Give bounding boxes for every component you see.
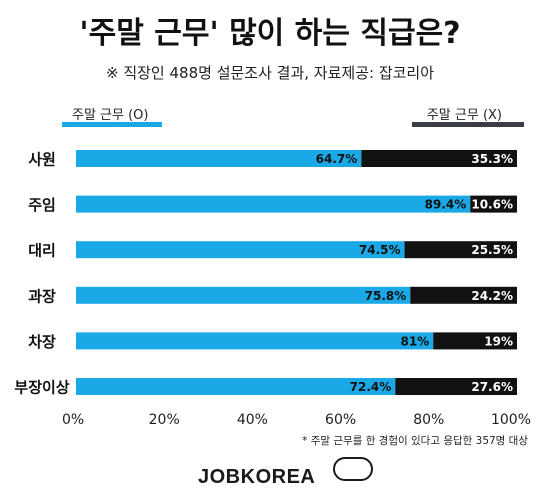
footnote: * 주말 근무를 한 경험이 있다고 응답한 357명 대상 (302, 435, 528, 447)
bar-yes (76, 378, 396, 395)
bar-yes (76, 195, 471, 213)
x-tick-label: 20% (149, 412, 180, 428)
x-tick-label: 40% (237, 412, 268, 428)
legend-yes-swatch (62, 122, 162, 127)
legend-no-swatch (412, 122, 524, 127)
data-label-no: 35.3% (471, 152, 513, 166)
bar-no (404, 241, 517, 259)
x-tick-label: 80% (413, 412, 444, 428)
category-label: 주임 (28, 196, 56, 214)
category-label: 과장 (28, 287, 56, 305)
bar-yes (76, 286, 411, 304)
data-label-yes: 89.4% (425, 198, 467, 212)
bar-no (470, 195, 517, 213)
category-label: 사원 (28, 151, 56, 169)
data-label-yes: 72.4% (350, 380, 392, 394)
data-label-yes: 74.5% (359, 243, 401, 257)
bar-no (433, 332, 517, 350)
bar-no (361, 150, 517, 167)
data-label-no: 19% (484, 334, 513, 348)
data-label-no: 10.6% (471, 198, 513, 212)
category-label: 부장이상 (14, 379, 69, 397)
x-tick-label: 100% (491, 412, 531, 428)
bar-yes (76, 332, 434, 350)
category-label: 대리 (28, 242, 56, 260)
logo-oval-icon (333, 457, 373, 481)
x-tick-label: 60% (325, 412, 356, 428)
bar-yes (76, 241, 405, 259)
data-label-no: 24.2% (471, 289, 513, 303)
jobkorea-logo: JOBKOREA (198, 466, 316, 488)
bar-no (410, 286, 517, 304)
bar-yes (76, 150, 362, 167)
chart-subtitle: ※ 직장인 488명 설문조사 결과, 자료제공: 잡코리아 (105, 64, 435, 82)
category-label: 차장 (28, 333, 56, 351)
data-label-no: 27.6% (471, 380, 513, 394)
data-label-yes: 81% (400, 334, 429, 348)
legend-no-label: 주말 근무 (X) (426, 108, 502, 123)
chart-title: '주말 근무' 많이 하는 직급은? (79, 16, 461, 51)
data-label-no: 25.5% (471, 243, 513, 257)
x-tick-label: 0% (62, 412, 84, 428)
data-label-yes: 64.7% (316, 152, 358, 166)
bar-no (395, 378, 517, 395)
data-label-yes: 75.8% (365, 289, 407, 303)
legend-yes-label: 주말 근무 (O) (72, 108, 149, 123)
